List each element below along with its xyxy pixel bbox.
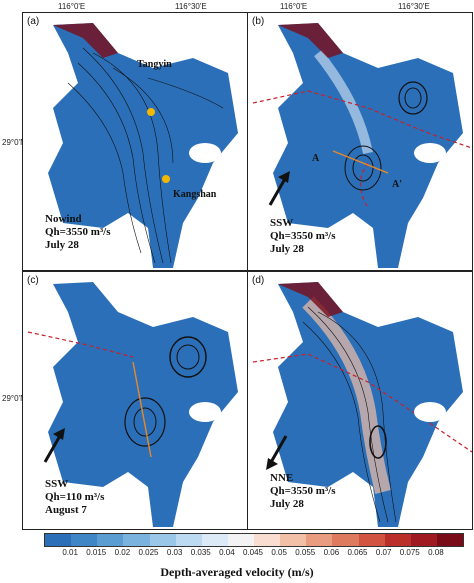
colorbar-swatch <box>280 534 307 546</box>
panel-label: (d) <box>252 275 265 286</box>
colorbar-swatch <box>97 534 124 546</box>
discharge-text: Qh=3550 m³/s <box>270 230 336 242</box>
lake-map-d <box>252 282 472 527</box>
colorbar-tick-label: 0.05 <box>271 548 287 557</box>
panel-label: (c) <box>27 275 39 286</box>
colorbar-tick-label: 0.04 <box>219 548 235 557</box>
discharge-text: Qh=3550 m³/s <box>270 485 336 497</box>
lat-label-bottom: 29°0'N <box>2 394 26 403</box>
wind-direction-arrow-icon <box>268 171 290 206</box>
colorbar-swatch <box>123 534 150 546</box>
colorbar-swatch <box>45 534 72 546</box>
colorbar-tick-label: 0.08 <box>428 548 444 557</box>
colorbar-swatch <box>201 534 228 546</box>
colorbar-tick-label: 0.02 <box>114 548 131 557</box>
place-kangshan: Kangshan <box>173 189 217 200</box>
colorbar-title: Depth-averaged velocity (m/s) <box>160 565 314 579</box>
panel-label: (a) <box>27 16 40 27</box>
discharge-text: Qh=110 m³/s <box>45 491 105 503</box>
lake-map-a <box>48 23 238 268</box>
colorbar-tick-label: 0.01 <box>62 548 78 557</box>
lon-label-a-2: 116°30'E <box>175 2 207 11</box>
colorbar-swatch <box>306 534 333 546</box>
colorbar-tick-label: 0.06 <box>323 548 340 557</box>
velocity-colorbar <box>44 533 464 547</box>
panel-b: (b) A A' SSW Qh=3550 m³/s July 28 <box>247 12 473 271</box>
colorbar-tick-label: 0.035 <box>190 548 211 557</box>
colorbar-tick-label: 0.045 <box>242 548 264 557</box>
wind-text: NNE <box>270 472 294 484</box>
wind-direction-arrow-icon <box>266 435 288 470</box>
place-tangyin: Tangyin <box>137 59 172 70</box>
wind-direction-arrow-icon <box>43 428 65 463</box>
colorbar-swatch <box>410 534 437 546</box>
lon-label-b-1: 116°0'E <box>280 2 308 11</box>
date-text: July 28 <box>270 243 304 255</box>
colorbar-tick-label: 0.065 <box>347 548 368 557</box>
panel-c: (c) SSW Qh=110 m³/s August 7 <box>22 271 248 530</box>
section-label-a-prime: A' <box>392 179 402 190</box>
colorbar-swatch <box>149 534 176 546</box>
colorbar-tick-label: 0.07 <box>375 548 392 557</box>
wind-text: SSW <box>45 478 69 490</box>
colorbar-tick-label: 0.075 <box>399 548 420 557</box>
lon-label-b-2: 116°30'E <box>398 2 430 11</box>
colorbar-swatch <box>332 534 359 546</box>
panel-a: (a) Tangyin Kangshan Nowind Qh=3550 m³/s… <box>22 12 248 271</box>
panel-label: (b) <box>252 16 265 27</box>
date-text: August 7 <box>45 504 87 516</box>
station-marker-kangshan <box>162 175 170 183</box>
colorbar-tick-label: 0.055 <box>295 548 316 557</box>
station-marker-tangyin <box>147 108 155 116</box>
lat-label-top: 29°0'N <box>2 138 26 147</box>
date-text: July 28 <box>45 239 79 251</box>
lon-label-a-1: 116°0'E <box>58 2 86 11</box>
colorbar-swatch <box>436 534 463 546</box>
colorbar-swatch <box>254 534 281 546</box>
scenario-annotation: SSW Qh=110 m³/s August 7 <box>45 478 104 517</box>
colorbar-swatch <box>358 534 385 546</box>
colorbar-swatch <box>71 534 98 546</box>
scenario-annotation: NNE Qh=3550 m³/s July 28 <box>270 472 336 511</box>
date-text: July 28 <box>270 498 304 510</box>
wind-text: Nowind <box>45 213 82 225</box>
discharge-text: Qh=3550 m³/s <box>45 226 111 238</box>
colorbar-tick-label: 0.025 <box>138 548 159 557</box>
lake-map-b <box>252 23 472 268</box>
colorbar-ticks: 0.01 0.015 0.02 0.025 0.03 0.035 0.04 0.045 0.05… <box>44 548 462 560</box>
colorbar-tick-label: 0.015 <box>86 548 107 557</box>
wind-text: SSW <box>270 217 294 229</box>
panel-d: (d) NNE Qh=3550 m³/s July 28 <box>247 271 473 530</box>
colorbar-swatch <box>384 534 411 546</box>
scenario-annotation: SSW Qh=3550 m³/s July 28 <box>270 217 336 256</box>
lake-map-c <box>27 282 238 527</box>
colorbar-swatch <box>227 534 254 546</box>
scenario-annotation: Nowind Qh=3550 m³/s July 28 <box>45 213 111 252</box>
colorbar-tick-label: 0.03 <box>166 548 183 557</box>
section-label-a: A <box>312 153 320 164</box>
colorbar-swatch <box>175 534 202 546</box>
